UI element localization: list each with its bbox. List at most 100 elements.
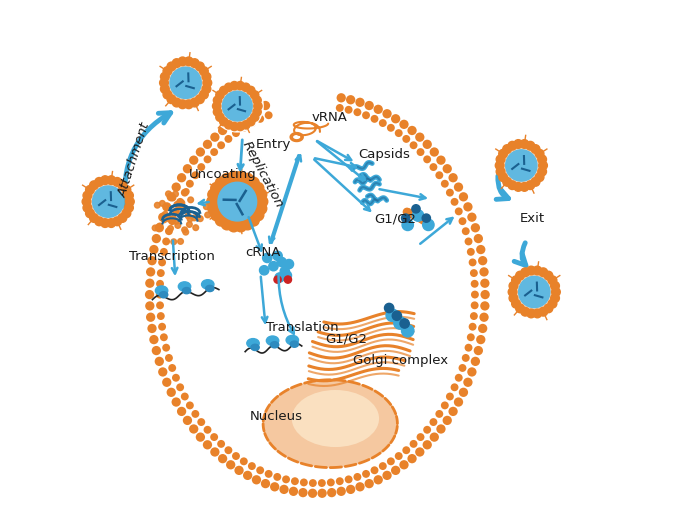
Circle shape: [291, 477, 299, 485]
Circle shape: [95, 177, 103, 186]
Circle shape: [195, 62, 204, 71]
Circle shape: [203, 140, 212, 149]
Circle shape: [224, 83, 233, 91]
Circle shape: [402, 135, 410, 143]
Circle shape: [436, 156, 445, 165]
Circle shape: [256, 115, 264, 123]
Circle shape: [374, 475, 383, 484]
Circle shape: [544, 304, 553, 313]
Circle shape: [210, 433, 218, 441]
Circle shape: [476, 245, 485, 254]
Circle shape: [526, 181, 535, 189]
Circle shape: [224, 446, 233, 454]
Circle shape: [197, 216, 203, 221]
Circle shape: [183, 188, 189, 194]
Circle shape: [214, 108, 222, 116]
Circle shape: [254, 102, 262, 110]
Circle shape: [162, 238, 170, 245]
Circle shape: [470, 312, 478, 320]
Circle shape: [423, 426, 431, 434]
Circle shape: [175, 222, 180, 228]
Circle shape: [441, 180, 449, 188]
Circle shape: [262, 253, 272, 263]
Circle shape: [172, 374, 180, 382]
Circle shape: [516, 271, 525, 280]
Circle shape: [354, 108, 362, 116]
Circle shape: [402, 325, 414, 337]
Circle shape: [191, 59, 199, 67]
Circle shape: [345, 476, 353, 483]
Circle shape: [470, 280, 479, 288]
Circle shape: [481, 290, 490, 299]
Circle shape: [145, 279, 155, 288]
Circle shape: [167, 62, 176, 71]
Circle shape: [86, 185, 94, 194]
Circle shape: [199, 67, 208, 76]
Circle shape: [165, 227, 173, 235]
Circle shape: [463, 377, 473, 387]
Circle shape: [170, 195, 176, 201]
Circle shape: [494, 138, 548, 193]
Circle shape: [422, 219, 434, 231]
Circle shape: [212, 80, 263, 132]
Circle shape: [113, 177, 122, 186]
Circle shape: [446, 393, 454, 400]
Circle shape: [236, 81, 244, 90]
Circle shape: [496, 155, 505, 164]
Circle shape: [158, 367, 168, 376]
Circle shape: [242, 121, 250, 129]
Circle shape: [218, 126, 227, 135]
Circle shape: [364, 479, 374, 488]
Circle shape: [503, 177, 512, 186]
Circle shape: [309, 479, 317, 487]
Circle shape: [273, 251, 282, 260]
Circle shape: [462, 354, 470, 362]
Circle shape: [182, 227, 187, 233]
Circle shape: [199, 90, 208, 99]
Circle shape: [478, 324, 487, 333]
Text: cRNA: cRNA: [245, 246, 281, 259]
Circle shape: [520, 183, 529, 191]
Circle shape: [527, 309, 535, 318]
Circle shape: [269, 262, 278, 271]
Circle shape: [346, 485, 356, 494]
Circle shape: [208, 189, 219, 200]
Circle shape: [228, 171, 239, 183]
Circle shape: [430, 147, 439, 157]
Circle shape: [474, 346, 483, 355]
Circle shape: [186, 180, 194, 188]
Ellipse shape: [247, 339, 259, 348]
Circle shape: [265, 111, 272, 119]
Circle shape: [443, 416, 452, 425]
Circle shape: [183, 229, 189, 235]
Circle shape: [231, 122, 239, 130]
Circle shape: [260, 266, 269, 275]
Circle shape: [416, 148, 425, 156]
Circle shape: [415, 447, 425, 457]
Text: Exit: Exit: [520, 212, 545, 226]
Circle shape: [162, 344, 170, 352]
Circle shape: [82, 197, 91, 206]
Circle shape: [256, 466, 264, 474]
Circle shape: [416, 433, 425, 441]
Circle shape: [232, 452, 240, 460]
Circle shape: [298, 488, 308, 497]
Circle shape: [514, 140, 523, 148]
Circle shape: [464, 238, 473, 245]
Circle shape: [203, 426, 212, 434]
Circle shape: [308, 489, 317, 498]
Circle shape: [364, 101, 374, 110]
Circle shape: [467, 212, 477, 222]
Circle shape: [383, 109, 391, 118]
Text: Uncoating: Uncoating: [189, 169, 257, 181]
Circle shape: [221, 173, 233, 185]
Circle shape: [107, 219, 116, 228]
Circle shape: [552, 288, 560, 296]
Circle shape: [167, 64, 204, 101]
Circle shape: [149, 335, 159, 344]
Circle shape: [235, 466, 243, 475]
Circle shape: [467, 248, 475, 256]
Circle shape: [124, 204, 133, 212]
Circle shape: [476, 335, 485, 344]
Circle shape: [252, 475, 261, 484]
